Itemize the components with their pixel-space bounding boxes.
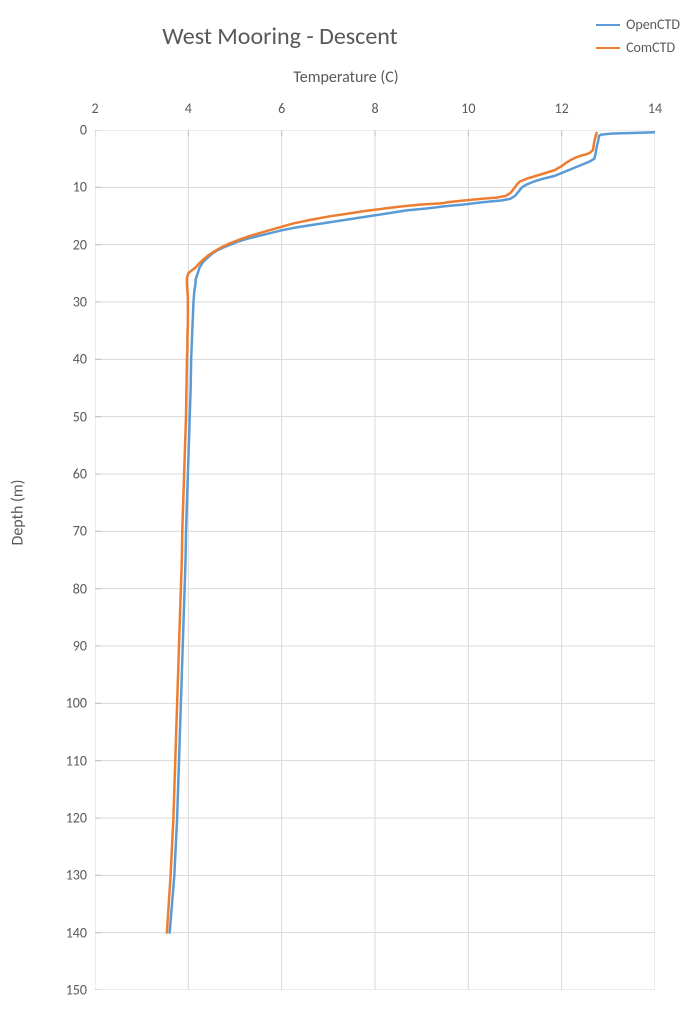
x-tick-label: 6	[278, 100, 285, 117]
x-tick-label: 14	[648, 100, 662, 117]
y-tick-label: 140	[66, 924, 87, 941]
y-tick-label: 110	[66, 752, 87, 769]
y-tick-label: 80	[73, 580, 87, 597]
y-tick-label: 10	[73, 179, 87, 196]
y-tick-label: 100	[66, 695, 87, 712]
y-tick-label: 20	[73, 236, 87, 253]
x-tick-label: 8	[371, 100, 378, 117]
series-group	[167, 132, 655, 932]
series-line-openctd	[170, 132, 655, 932]
y-tick-label: 130	[66, 867, 87, 884]
x-tick-label: 2	[91, 100, 98, 117]
legend-label-openctd: OpenCTD	[626, 16, 680, 33]
y-tick-label: 50	[73, 408, 87, 425]
x-tick-label: 4	[185, 100, 192, 117]
plot-svg	[95, 130, 655, 990]
chart-container: West Mooring - Descent OpenCTD ComCTD Te…	[0, 0, 692, 1024]
series-line-comctd	[167, 133, 597, 933]
legend-item-openctd: OpenCTD	[596, 16, 680, 33]
y-tick-label: 120	[66, 810, 87, 827]
legend: OpenCTD ComCTD	[596, 16, 680, 62]
legend-swatch-comctd	[596, 47, 620, 49]
y-tick-label: 70	[73, 523, 87, 540]
plot-area	[95, 130, 655, 990]
gridlines	[95, 130, 655, 990]
legend-item-comctd: ComCTD	[596, 39, 680, 56]
legend-swatch-openctd	[596, 24, 620, 26]
x-tick-label: 12	[555, 100, 569, 117]
y-tick-label: 0	[80, 122, 87, 139]
y-tick-label: 40	[73, 351, 87, 368]
chart-title: West Mooring - Descent	[0, 22, 560, 51]
y-tick-label: 30	[73, 294, 87, 311]
y-tick-label: 90	[73, 638, 87, 655]
x-tick-label: 10	[461, 100, 475, 117]
y-axis-title: Depth (m)	[8, 0, 28, 1024]
y-tick-label: 150	[66, 982, 87, 999]
legend-label-comctd: ComCTD	[626, 39, 675, 56]
x-axis-title: Temperature (C)	[0, 68, 692, 87]
y-axis-title-text: Depth (m)	[9, 479, 28, 545]
y-tick-label: 60	[73, 466, 87, 483]
